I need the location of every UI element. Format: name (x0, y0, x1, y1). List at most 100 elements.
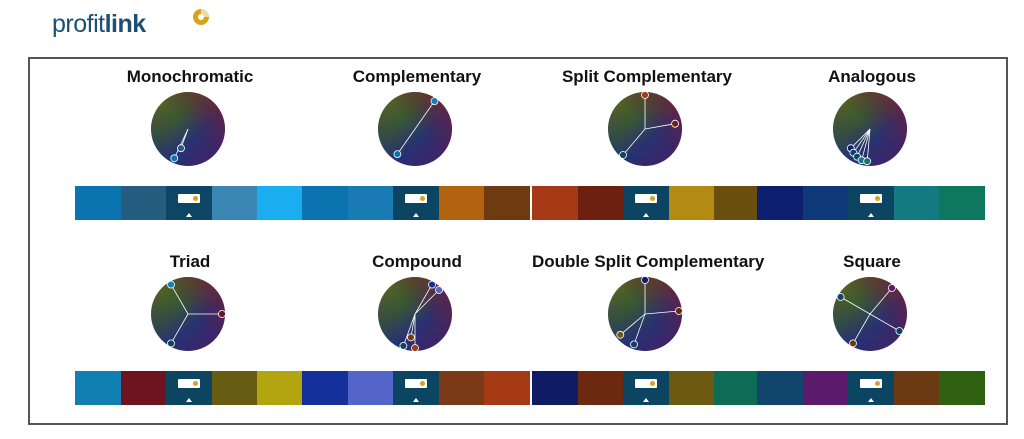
profitlink-badge (859, 194, 882, 203)
wheel-marker[interactable] (435, 286, 443, 294)
color-swatch[interactable] (302, 371, 348, 405)
profitlink-badge (177, 379, 200, 388)
scheme-title: Analogous (828, 67, 916, 86)
selected-caret-icon (412, 398, 419, 402)
wheel-marker[interactable] (863, 157, 872, 166)
color-palette (75, 362, 303, 410)
wheel-marker[interactable] (393, 150, 402, 158)
color-swatch[interactable] (939, 371, 985, 405)
color-swatch[interactable] (393, 371, 439, 405)
color-swatch[interactable] (166, 371, 212, 405)
wheel-marker[interactable] (218, 310, 226, 318)
color-swatch[interactable] (120, 371, 167, 405)
wheel-marker[interactable] (428, 280, 436, 289)
color-swatch[interactable] (848, 371, 894, 405)
color-swatch[interactable] (166, 186, 212, 220)
profitlink-badge (404, 194, 427, 203)
wheel-marker[interactable] (641, 91, 649, 99)
selected-caret-icon (185, 398, 192, 402)
scheme-6: Compound (302, 252, 532, 422)
profitlink-logo: profit link (52, 9, 209, 42)
color-wheel[interactable] (605, 274, 685, 354)
color-swatch[interactable] (393, 186, 439, 220)
color-swatch[interactable] (484, 186, 530, 220)
wheel-marker[interactable] (619, 151, 628, 159)
color-swatch[interactable] (211, 371, 258, 405)
swatch-ticks (757, 362, 985, 370)
color-swatch[interactable] (623, 186, 669, 220)
color-swatch[interactable] (438, 186, 485, 220)
color-swatch[interactable] (347, 371, 394, 405)
color-palette (75, 177, 303, 225)
wheel-marker[interactable] (167, 280, 175, 289)
color-swatch[interactable] (893, 186, 940, 220)
scheme-7: Double Split Complementary (532, 252, 765, 422)
color-swatch[interactable] (893, 371, 940, 405)
color-swatch[interactable] (75, 186, 121, 220)
color-swatch[interactable] (802, 371, 849, 405)
scheme-title: Compound (372, 252, 462, 271)
color-swatch[interactable] (668, 371, 715, 405)
color-swatch[interactable] (211, 186, 258, 220)
wheel-marker[interactable] (849, 339, 857, 348)
color-swatch[interactable] (757, 371, 803, 405)
wheel-marker[interactable] (430, 97, 439, 106)
selected-caret-icon (867, 213, 874, 217)
color-swatch[interactable] (75, 371, 121, 405)
wheel-marker[interactable] (675, 307, 683, 315)
color-wheel[interactable] (375, 274, 455, 354)
color-swatch[interactable] (532, 371, 578, 405)
color-swatch[interactable] (120, 186, 167, 220)
wheel-marker[interactable] (616, 330, 625, 339)
color-swatch[interactable] (438, 371, 485, 405)
wheel-marker[interactable] (167, 339, 175, 348)
profitlink-badge (634, 194, 657, 203)
wheel-marker[interactable] (671, 119, 679, 128)
wheel-marker[interactable] (888, 284, 896, 292)
color-swatch[interactable] (257, 186, 303, 220)
color-swatch[interactable] (577, 371, 624, 405)
wheel-marker[interactable] (170, 154, 179, 163)
wheel-marker[interactable] (630, 340, 638, 349)
wheel-marker[interactable] (177, 144, 185, 153)
color-wheel[interactable] (148, 89, 228, 169)
selected-caret-icon (867, 398, 874, 402)
selected-caret-icon (412, 213, 419, 217)
swatch-row (757, 371, 985, 405)
color-swatch[interactable] (484, 371, 530, 405)
swatch-ticks (757, 177, 985, 185)
swatch-row (757, 186, 985, 220)
scheme-title: Complementary (352, 67, 482, 86)
profitlink-badge (859, 379, 882, 388)
color-swatch[interactable] (623, 371, 669, 405)
color-palette (302, 362, 530, 410)
color-wheel[interactable] (830, 274, 910, 354)
color-swatch[interactable] (532, 186, 578, 220)
swatch-row (75, 371, 303, 405)
color-wheel[interactable] (605, 89, 685, 169)
color-swatch[interactable] (577, 186, 624, 220)
wheel-marker[interactable] (399, 342, 408, 350)
color-wheel[interactable] (148, 274, 228, 354)
selected-caret-icon (642, 398, 649, 402)
color-wheel[interactable] (375, 89, 455, 169)
swatch-row (302, 186, 530, 220)
wheel-marker[interactable] (411, 344, 419, 352)
color-swatch[interactable] (347, 186, 394, 220)
wheel-marker[interactable] (407, 333, 415, 342)
color-swatch[interactable] (302, 186, 348, 220)
scheme-3: Split Complementary (532, 67, 762, 237)
color-swatch[interactable] (668, 186, 715, 220)
color-swatch[interactable] (714, 186, 760, 220)
scheme-title: Double Split Complementary (532, 252, 765, 271)
color-swatch[interactable] (757, 186, 803, 220)
color-wheel[interactable] (830, 89, 910, 169)
color-swatch[interactable] (257, 371, 303, 405)
wheel-marker[interactable] (895, 327, 904, 335)
color-swatch[interactable] (802, 186, 849, 220)
wheel-marker[interactable] (641, 276, 649, 284)
color-swatch[interactable] (848, 186, 894, 220)
wheel-marker[interactable] (836, 293, 845, 301)
color-swatch[interactable] (939, 186, 985, 220)
color-swatch[interactable] (714, 371, 760, 405)
